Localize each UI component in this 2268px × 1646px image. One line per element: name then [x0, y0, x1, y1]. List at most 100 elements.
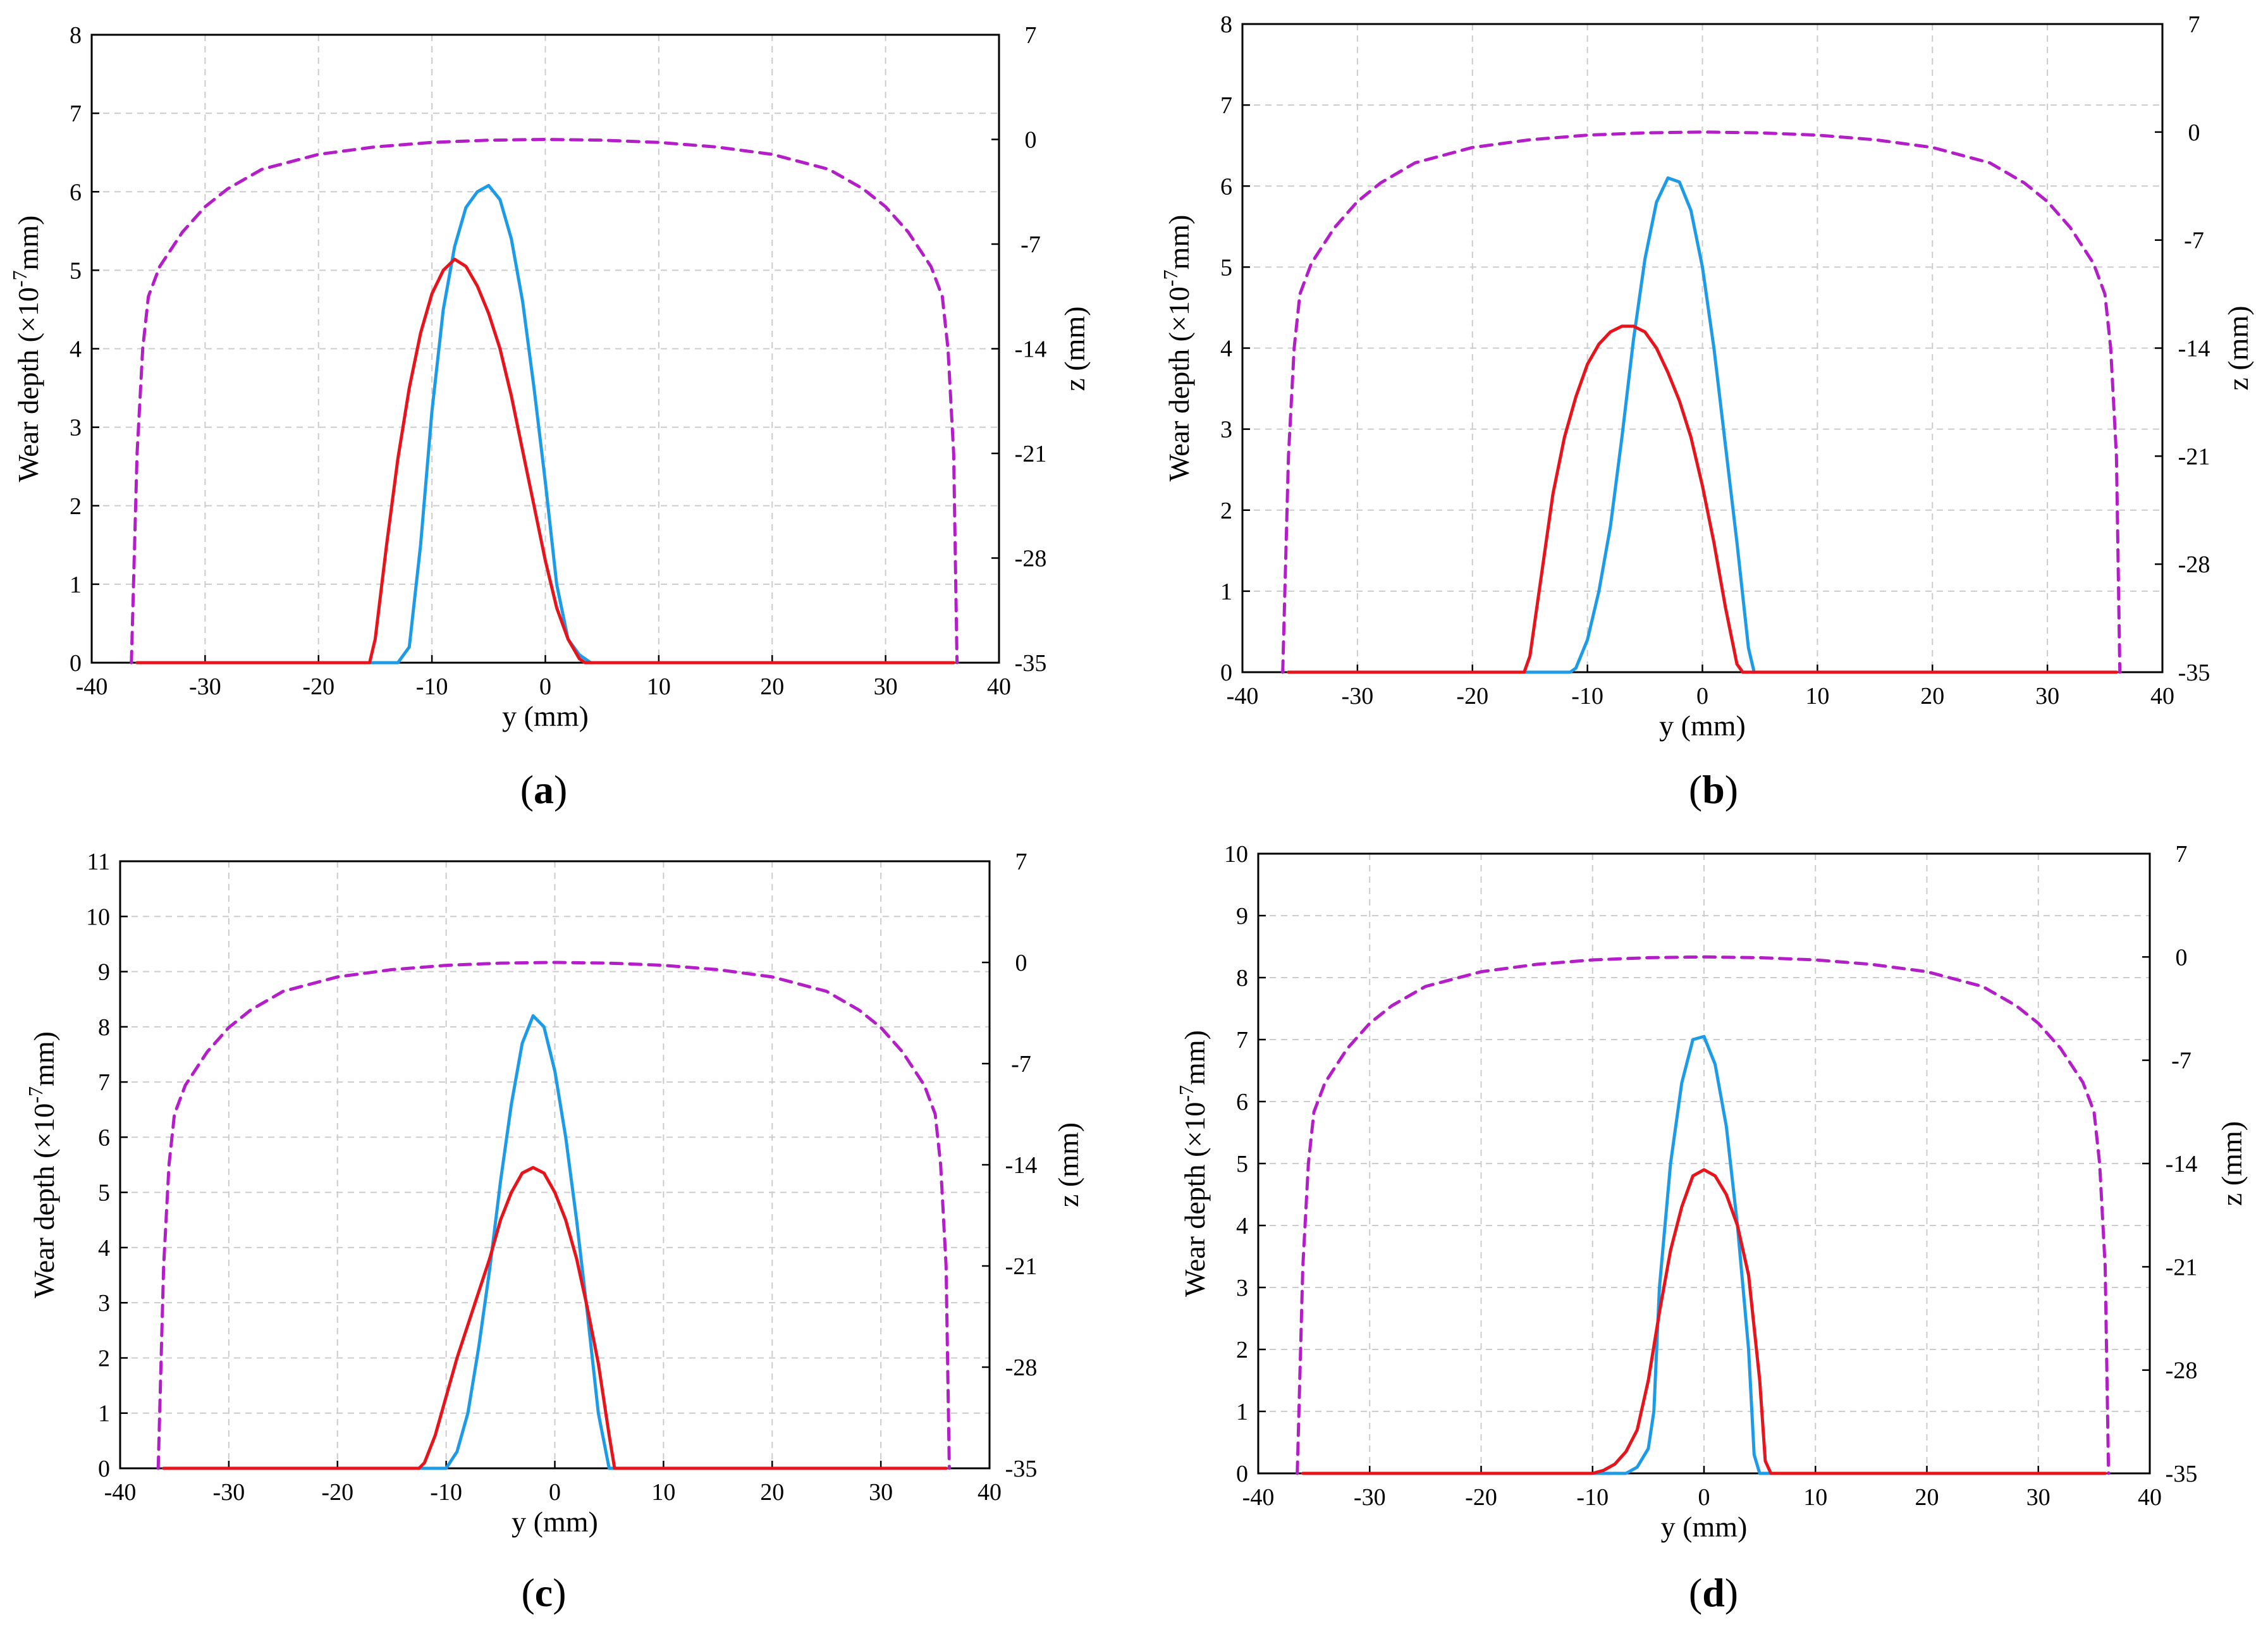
- y-tick-label: 7: [98, 1069, 110, 1096]
- y-tick-label: 5: [70, 257, 82, 284]
- y-axis-label: Wear depth (×10-7mm): [1159, 215, 1195, 482]
- x-axis-label: y (mm): [502, 700, 589, 732]
- y-axis-label-prefix: Wear depth (×10: [1163, 286, 1195, 481]
- y2-axis-label: z (mm): [1058, 306, 1091, 391]
- y-tick-label: 1: [70, 572, 82, 598]
- y-axis-label: Wear depth (×10-7mm): [8, 216, 44, 482]
- panel-label-close: ): [554, 767, 567, 812]
- y2-tick-label: -14: [1015, 336, 1047, 363]
- y-tick-label: 6: [1220, 173, 1232, 200]
- chart-panel-b: -40 -30 -20 -10 0 10 20 30 40 0 1 2 3 4 5 6 7 8 -35 -28 -21 -…: [1159, 11, 2254, 812]
- x-tick-label: -40: [1242, 1484, 1275, 1511]
- y2-tick-label: -21: [2166, 1254, 2198, 1281]
- y-tick-label: 3: [1220, 417, 1232, 443]
- y-tick-label: 2: [98, 1345, 110, 1372]
- x-tick-label: -40: [76, 673, 108, 700]
- y-tick-label: 1: [98, 1401, 110, 1427]
- y-tick-label: 0: [70, 650, 82, 677]
- y2-tick-label: -14: [2166, 1151, 2198, 1177]
- x-tick-label: 20: [760, 673, 784, 700]
- x-tick-label: 30: [2026, 1484, 2050, 1511]
- x-tick-label: 30: [874, 673, 898, 700]
- y-axis-label-sup: -7: [1159, 269, 1182, 286]
- y-tick-label: 8: [98, 1014, 110, 1041]
- y-tick-label: 2: [70, 493, 82, 520]
- y-tick-label: 3: [1236, 1275, 1248, 1301]
- y-tick-label: 6: [1236, 1089, 1248, 1115]
- panel-label-letter: a: [534, 767, 554, 812]
- y-axis-label-sup: -7: [1175, 1085, 1198, 1102]
- panel-label-letter: c: [535, 1570, 553, 1615]
- y2-tick-label: 7: [2176, 841, 2188, 868]
- x-tick-label: 10: [647, 673, 671, 700]
- y-axis-label-prefix: Wear depth (×10: [1179, 1102, 1211, 1297]
- y2-tick-label: -21: [1005, 1253, 1038, 1280]
- x-axis-label: y (mm): [1661, 1511, 1748, 1543]
- y-axis-label-suffix: mm): [12, 216, 44, 271]
- panel-label-open: (: [1689, 767, 1702, 812]
- y-axis-label-suffix: mm): [1179, 1030, 1211, 1085]
- series-line-red: [1287, 324, 2118, 674]
- x-tick-label: 10: [1803, 1484, 1827, 1511]
- y-axis-label: Wear depth (×10-7mm): [1175, 1030, 1211, 1297]
- y-tick-label: 0: [1236, 1461, 1248, 1487]
- series-line-blue: [1301, 1035, 2107, 1475]
- series-line-blue: [1287, 176, 2118, 674]
- series-line-magenta: [130, 138, 959, 665]
- y-tick-label: 4: [1236, 1213, 1248, 1239]
- panel-label-a: (a): [520, 767, 568, 812]
- series-line-red: [162, 1165, 948, 1470]
- y2-tick-label: -7: [1011, 1051, 1031, 1078]
- y-tick-label: 11: [87, 849, 110, 875]
- x-tick-label: -30: [1342, 683, 1374, 709]
- y-axis-label-prefix: Wear depth (×10: [12, 287, 44, 482]
- chart-panel-a: -40 -30 -20 -10 0 10 20 30 40 0 1 2 3 4 5 6 7 8 -35 -28 -21 -…: [8, 22, 1091, 812]
- chart-panel-c: -40 -30 -20 -10 0 10 20 30 40 0 1 2 3 4 5 6 7 8 9 10 11 -35 -2…: [24, 849, 1084, 1615]
- y-tick-label: 0: [1220, 660, 1232, 686]
- y-tick-label: 5: [1236, 1151, 1248, 1177]
- y2-tick-label: -28: [2166, 1358, 2198, 1384]
- x-tick-label: -10: [430, 1479, 462, 1506]
- y-tick-label: 3: [98, 1290, 110, 1317]
- y2-tick-label: -21: [2178, 443, 2210, 470]
- y2-tick-label: 7: [2188, 11, 2200, 38]
- y-tick-label: 9: [1236, 903, 1248, 930]
- x-tick-label: 0: [1696, 683, 1708, 709]
- y2-tick-label: -21: [1015, 441, 1047, 467]
- y-axis-label-suffix: mm): [28, 1031, 60, 1086]
- panel-label-c: (c): [521, 1570, 566, 1615]
- series-line-magenta: [1281, 130, 2122, 674]
- y2-tick-label: 0: [1025, 127, 1037, 154]
- series-line-red: [1301, 1168, 2107, 1475]
- x-tick-label: 0: [539, 673, 551, 700]
- y2-tick-label: 0: [2176, 944, 2188, 971]
- x-tick-label: 20: [1915, 1484, 1939, 1511]
- y-tick-label: 3: [70, 415, 82, 441]
- chart-panel-d: -40 -30 -20 -10 0 10 20 30 40 0 1 2 3 4 5 6 7 8 9 10 -35 -28 -…: [1175, 841, 2248, 1615]
- y2-tick-label: 7: [1025, 22, 1037, 49]
- y-axis-label-sup: -7: [8, 270, 31, 287]
- panel-label-open: (: [520, 767, 534, 812]
- y-tick-label: 1: [1220, 579, 1232, 605]
- y2-tick-label: -14: [2178, 336, 2210, 362]
- panel-label-d: (d): [1689, 1570, 1738, 1615]
- y2-tick-label: -28: [1005, 1354, 1038, 1381]
- y-tick-label: 8: [1220, 11, 1232, 38]
- y-tick-label: 5: [98, 1180, 110, 1207]
- y-tick-label: 5: [1220, 254, 1232, 281]
- y-tick-label: 4: [70, 336, 82, 363]
- y-axis-label: Wear depth (×10-7mm): [24, 1031, 60, 1298]
- x-tick-label: -10: [1571, 683, 1603, 709]
- y2-axis-label: z (mm): [2216, 1121, 2248, 1206]
- y2-axis-label: z (mm): [1052, 1122, 1084, 1207]
- x-tick-label: 20: [760, 1479, 784, 1506]
- x-tick-label: -30: [189, 673, 221, 700]
- y-tick-label: 9: [98, 959, 110, 986]
- y-axis-label-sup: -7: [24, 1086, 47, 1103]
- y-tick-label: 6: [98, 1124, 110, 1151]
- y2-tick-label: -14: [1005, 1152, 1038, 1179]
- y-tick-label: 4: [1220, 336, 1232, 362]
- y2-tick-label: -28: [2178, 551, 2210, 578]
- x-tick-label: -10: [1576, 1484, 1609, 1511]
